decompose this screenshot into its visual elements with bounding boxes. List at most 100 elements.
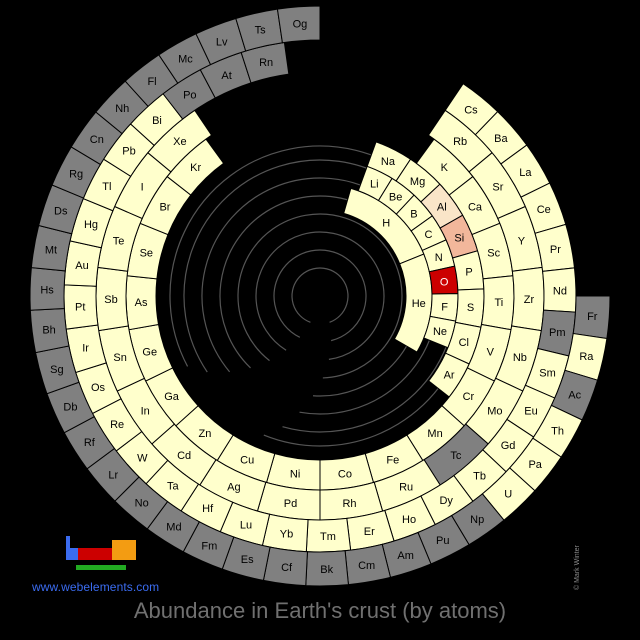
element-label-s: S [467,302,474,314]
element-label-fr: Fr [587,311,598,323]
element-label-zr: Zr [524,294,535,306]
element-label-fe: Fe [386,455,399,467]
element-label-c: C [425,229,433,241]
element-label-ga: Ga [164,391,180,403]
element-label-ru: Ru [399,481,413,493]
element-label-n: N [435,252,443,264]
element-label-ac: Ac [568,389,581,401]
element-label-db: Db [63,402,77,414]
element-label-bi: Bi [152,115,162,127]
element-label-i: I [141,181,144,193]
element-label-u: U [504,489,512,501]
element-label-cs: Cs [464,104,478,116]
element-cell-og[interactable] [276,5,321,44]
element-label-fl: Fl [147,76,156,88]
element-label-er: Er [364,526,375,538]
element-label-cm: Cm [358,560,375,572]
element-label-tl: Tl [102,181,111,193]
element-label-as: As [135,297,148,309]
element-label-tm: Tm [320,531,336,543]
element-label-at: At [221,70,231,82]
element-label-ag: Ag [227,481,240,493]
element-label-be: Be [389,191,402,203]
element-label-hf: Hf [202,503,214,515]
element-label-al: Al [437,202,447,214]
site-link[interactable]: www.webelements.com [32,580,160,594]
element-label-ar: Ar [444,369,455,381]
element-label-si: Si [454,233,464,245]
element-label-nh: Nh [115,103,129,115]
element-label-cr: Cr [463,391,475,403]
element-label-hg: Hg [84,219,98,231]
element-label-p: P [465,267,472,279]
spiral-guide-line [237,213,403,379]
element-cells [29,5,611,587]
element-label-he: He [412,298,426,310]
element-label-pm: Pm [549,327,566,339]
element-label-rf: Rf [84,437,96,449]
element-label-mg: Mg [410,176,425,188]
element-label-ho: Ho [402,514,416,526]
element-label-k: K [441,162,449,174]
spiral-guide-line [255,231,385,360]
element-label-y: Y [518,235,526,247]
element-label-os: Os [91,382,106,394]
element-label-tc: Tc [450,450,462,462]
element-label-ra: Ra [579,351,594,363]
element-label-na: Na [381,156,396,168]
element-label-hs: Hs [40,284,54,296]
element-label-ca: Ca [468,202,483,214]
element-label-yb: Yb [280,529,293,541]
element-label-sb: Sb [104,294,117,306]
element-label-es: Es [241,554,254,566]
element-label-sm: Sm [539,367,556,379]
element-label-la: La [519,167,532,179]
element-label-md: Md [166,522,181,534]
element-label-ce: Ce [537,204,551,216]
element-label-po: Po [183,89,196,101]
element-label-h: H [382,217,390,229]
element-label-br: Br [159,202,170,214]
element-label-cd: Cd [177,450,191,462]
element-label-lv: Lv [216,36,228,48]
element-label-ti: Ti [495,297,504,309]
element-label-re: Re [110,419,124,431]
element-label-te: Te [113,235,125,247]
element-label-ni: Ni [290,468,300,480]
element-label-mn: Mn [427,428,442,440]
element-label-ir: Ir [82,343,89,355]
element-label-se: Se [140,248,153,260]
element-label-lu: Lu [240,519,252,531]
element-label-ds: Ds [54,205,68,217]
element-label-rb: Rb [453,136,467,148]
element-label-bk: Bk [320,564,333,576]
element-label-bh: Bh [42,324,55,336]
element-label-mo: Mo [487,406,502,418]
element-label-tb: Tb [473,470,486,482]
element-label-mt: Mt [45,244,57,256]
element-label-am: Am [397,550,414,562]
element-label-eu: Eu [524,405,537,417]
element-label-pd: Pd [284,498,297,510]
element-label-in: In [141,406,150,418]
element-label-lr: Lr [108,469,118,481]
spiral-guide-line [273,249,367,342]
element-label-cn: Cn [90,134,104,146]
element-label-sc: Sc [487,248,500,260]
element-label-cl: Cl [459,337,469,349]
element-label-w: W [137,452,148,464]
element-label-ge: Ge [142,346,157,358]
spiral-guide-line [291,267,349,323]
element-label-nb: Nb [513,352,527,364]
element-label-au: Au [75,260,88,272]
element-label-mc: Mc [178,53,193,65]
element-label-sn: Sn [113,352,126,364]
element-label-pb: Pb [122,146,135,158]
element-label-th: Th [551,426,564,438]
element-label-np: Np [470,514,484,526]
element-label-rn: Rn [259,57,273,69]
element-label-cf: Cf [281,562,293,574]
figure-title: Abundance in Earth's crust (by atoms) [133,598,507,623]
credit-text: © Mark Winter [574,545,581,590]
